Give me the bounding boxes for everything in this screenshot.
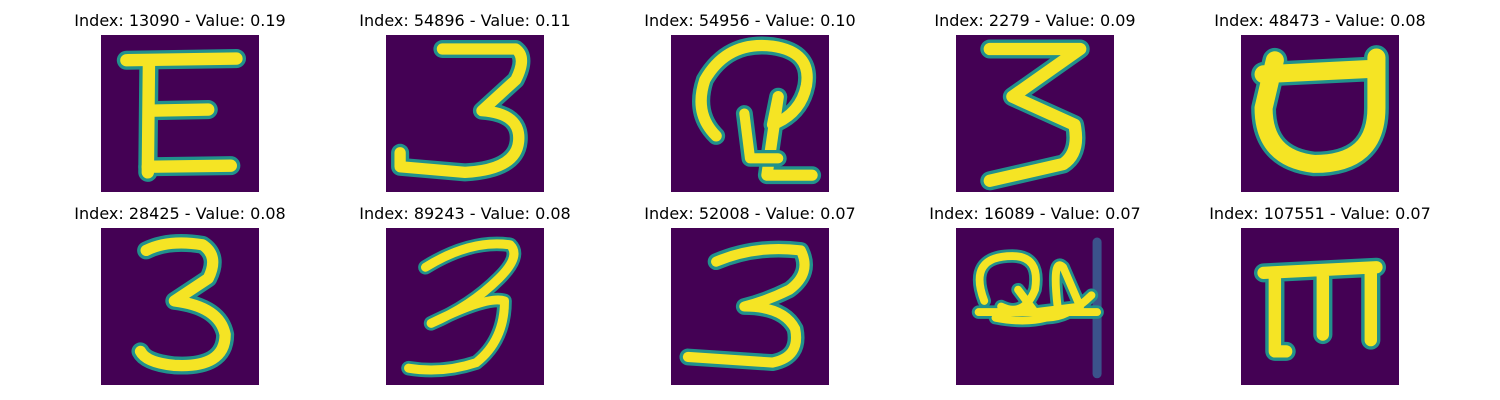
- panel-6: Index: 28425 - Value: 0.08: [35, 193, 325, 385]
- digit-3-icon: [386, 35, 544, 192]
- panel-title: Index: 13090 - Value: 0.19: [74, 11, 286, 30]
- panel-7: Index: 89243 - Value: 0.08: [320, 193, 610, 385]
- rotated-d-icon: [1241, 35, 1399, 192]
- panel-9: Index: 16089 - Value: 0.07: [890, 193, 1180, 385]
- digit-3-icon: [101, 228, 259, 385]
- letter-e-icon: [101, 35, 259, 192]
- panel-title: Index: 2279 - Value: 0.09: [934, 11, 1136, 30]
- panel-1: Index: 13090 - Value: 0.19: [35, 0, 325, 192]
- panel-title: Index: 54956 - Value: 0.10: [644, 11, 856, 30]
- panel-title: Index: 16089 - Value: 0.07: [929, 204, 1141, 223]
- panel-title: Index: 28425 - Value: 0.08: [74, 204, 286, 223]
- panel-10: Index: 107551 - Value: 0.07: [1175, 193, 1465, 385]
- slanted-3-icon: [386, 228, 544, 385]
- digit-3-icon: [671, 228, 829, 385]
- rotated-m-icon: [1241, 228, 1399, 385]
- panel-title: Index: 52008 - Value: 0.07: [644, 204, 856, 223]
- panel-5: Index: 48473 - Value: 0.08: [1175, 0, 1465, 192]
- curled-glyph-icon: [671, 35, 829, 192]
- panel-2: Index: 54896 - Value: 0.11: [320, 0, 610, 192]
- panel-8: Index: 52008 - Value: 0.07: [605, 193, 895, 385]
- panel-title: Index: 89243 - Value: 0.08: [359, 204, 571, 223]
- panel-4: Index: 2279 - Value: 0.09: [890, 0, 1180, 192]
- panel-title: Index: 54896 - Value: 0.11: [359, 11, 571, 30]
- panel-title: Index: 48473 - Value: 0.08: [1214, 11, 1426, 30]
- angular-3-icon: [956, 35, 1114, 192]
- scribble-glyph-icon: [956, 228, 1114, 385]
- panel-3: Index: 54956 - Value: 0.10: [605, 0, 895, 192]
- panel-title: Index: 107551 - Value: 0.07: [1209, 204, 1431, 223]
